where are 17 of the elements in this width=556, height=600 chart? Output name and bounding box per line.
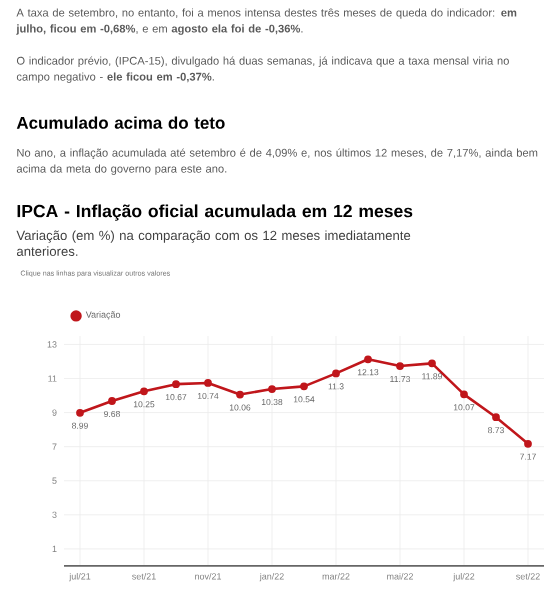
point xyxy=(428,359,436,368)
point xyxy=(172,380,180,389)
text: Acumulado acima do teto xyxy=(16,116,225,129)
point xyxy=(524,439,532,448)
point xyxy=(204,379,212,387)
point xyxy=(76,408,84,417)
point xyxy=(332,369,340,378)
point xyxy=(492,413,500,422)
point xyxy=(460,390,468,399)
point xyxy=(140,387,148,396)
point xyxy=(300,382,308,391)
point xyxy=(396,362,404,370)
point xyxy=(108,397,116,405)
point xyxy=(268,385,276,393)
point xyxy=(236,390,244,399)
point xyxy=(364,355,372,364)
chart-title: IPCA - Inflação oficial acumulada em 12 meses xyxy=(17,204,413,221)
